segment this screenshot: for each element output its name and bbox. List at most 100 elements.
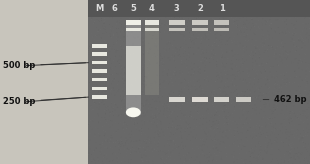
- Point: [191, 53, 196, 55]
- Point: [204, 117, 209, 120]
- Point: [86, 134, 91, 137]
- Point: [92, 13, 97, 16]
- Point: [234, 0, 239, 3]
- Point: [178, 17, 183, 19]
- Point: [122, 55, 126, 58]
- Point: [115, 106, 120, 109]
- Point: [292, 76, 297, 79]
- Point: [234, 58, 239, 61]
- Point: [223, 25, 228, 28]
- Point: [266, 100, 271, 102]
- Point: [210, 158, 215, 161]
- Point: [147, 157, 152, 159]
- Point: [156, 60, 161, 62]
- Point: [278, 84, 283, 86]
- Point: [168, 70, 173, 72]
- Point: [102, 78, 107, 81]
- Point: [165, 107, 170, 109]
- Point: [227, 50, 232, 53]
- Point: [127, 121, 132, 124]
- Point: [104, 108, 108, 111]
- Point: [233, 112, 238, 114]
- Point: [140, 91, 145, 93]
- Point: [202, 30, 207, 32]
- Point: [268, 4, 273, 6]
- Point: [289, 35, 294, 37]
- Point: [305, 66, 310, 69]
- Point: [123, 141, 128, 144]
- Point: [148, 65, 153, 67]
- Point: [252, 44, 257, 47]
- Point: [225, 41, 230, 43]
- Point: [242, 51, 247, 53]
- Point: [194, 31, 199, 34]
- Point: [140, 2, 145, 4]
- Point: [306, 63, 310, 65]
- Point: [241, 151, 246, 154]
- Point: [286, 135, 291, 138]
- Point: [183, 28, 188, 31]
- Point: [221, 0, 226, 2]
- Point: [189, 35, 194, 38]
- Point: [302, 81, 307, 83]
- Point: [119, 108, 124, 110]
- Point: [100, 73, 105, 75]
- Point: [193, 104, 198, 107]
- Point: [254, 102, 259, 104]
- Point: [214, 39, 219, 41]
- Point: [114, 36, 119, 39]
- Point: [215, 59, 220, 61]
- Point: [173, 74, 178, 76]
- Point: [307, 89, 310, 92]
- Point: [121, 8, 126, 11]
- Point: [143, 133, 148, 136]
- Point: [106, 42, 111, 45]
- Point: [178, 45, 183, 48]
- Point: [127, 41, 132, 43]
- Point: [144, 61, 148, 64]
- Point: [278, 73, 283, 75]
- Point: [259, 42, 264, 44]
- Point: [250, 68, 255, 71]
- Point: [160, 150, 165, 153]
- Point: [112, 18, 117, 20]
- Point: [272, 104, 277, 106]
- Point: [211, 12, 216, 15]
- Point: [98, 134, 103, 137]
- Point: [154, 62, 159, 64]
- Point: [296, 157, 301, 159]
- Point: [88, 52, 93, 54]
- Point: [145, 108, 150, 111]
- Point: [223, 102, 228, 105]
- Point: [241, 73, 246, 76]
- Point: [181, 46, 186, 49]
- Point: [192, 43, 197, 46]
- Point: [141, 146, 146, 149]
- Point: [225, 43, 230, 46]
- Point: [237, 12, 242, 15]
- Point: [249, 8, 254, 10]
- Point: [119, 39, 124, 42]
- Point: [254, 96, 259, 99]
- Point: [284, 33, 289, 36]
- Point: [143, 100, 148, 102]
- Point: [295, 65, 300, 67]
- Point: [148, 82, 153, 85]
- Point: [258, 129, 263, 132]
- Point: [126, 31, 131, 34]
- Point: [253, 33, 258, 36]
- Point: [86, 144, 91, 147]
- Point: [145, 6, 150, 9]
- Point: [248, 55, 253, 58]
- Point: [259, 62, 264, 65]
- Point: [175, 9, 180, 11]
- Point: [291, 40, 296, 43]
- Point: [232, 78, 237, 80]
- Point: [239, 62, 244, 64]
- Point: [91, 64, 96, 67]
- Point: [172, 60, 177, 62]
- Point: [109, 88, 114, 91]
- Point: [271, 107, 276, 110]
- Point: [98, 10, 103, 13]
- Point: [122, 119, 126, 122]
